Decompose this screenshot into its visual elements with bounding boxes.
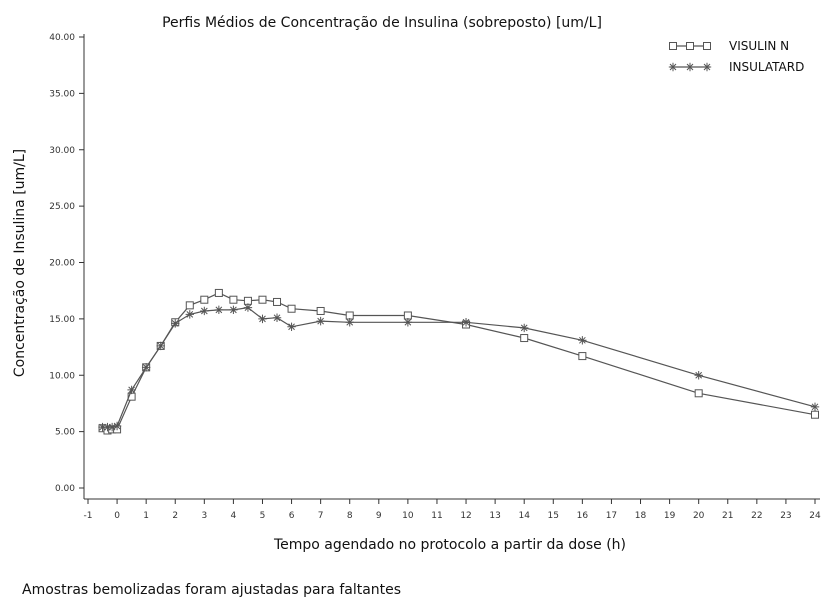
legend-label: INSULATARD bbox=[729, 60, 804, 74]
legend: VISULIN N INSULATARD bbox=[668, 39, 804, 74]
star-marker bbox=[272, 313, 282, 322]
star-marker bbox=[461, 318, 471, 327]
x-tick-label: 21 bbox=[722, 511, 733, 521]
x-tick-label: 3 bbox=[201, 511, 207, 521]
star-marker bbox=[156, 341, 165, 351]
x-tick-label: 20 bbox=[693, 511, 705, 521]
y-tick-label: 10.00 bbox=[49, 371, 75, 381]
star-marker bbox=[694, 371, 703, 380]
star-marker bbox=[141, 363, 151, 372]
y-tick-label: 20.00 bbox=[49, 259, 75, 269]
x-tick-label: 24 bbox=[809, 511, 821, 521]
square-marker bbox=[694, 389, 703, 398]
x-tick-label: 2 bbox=[172, 511, 178, 521]
star-marker bbox=[107, 422, 117, 432]
square-marker bbox=[520, 334, 529, 343]
star-marker bbox=[403, 318, 413, 327]
x-tick-label: 9 bbox=[376, 511, 382, 521]
star-marker bbox=[243, 303, 253, 312]
x-tick-label: 13 bbox=[489, 511, 500, 521]
x-tick-label: 0 bbox=[114, 511, 120, 521]
square-marker bbox=[669, 42, 677, 50]
x-tick-label: 8 bbox=[347, 511, 353, 521]
star-marker bbox=[98, 422, 107, 432]
square-marker bbox=[316, 306, 325, 315]
x-tick-label: 16 bbox=[577, 511, 589, 521]
footnote: Amostras bemolizadas foram ajustadas par… bbox=[22, 582, 402, 598]
x-tick-label: 12 bbox=[460, 511, 471, 521]
square-marker bbox=[214, 288, 223, 297]
square-marker bbox=[403, 311, 412, 320]
y-tick-label: 25.00 bbox=[49, 202, 75, 212]
star-marker bbox=[258, 314, 267, 324]
star-marker bbox=[345, 318, 354, 327]
square-marker bbox=[229, 295, 238, 304]
x-tick-label: 17 bbox=[606, 511, 617, 521]
series-line bbox=[102, 292, 816, 432]
x-tick-label: 10 bbox=[402, 511, 414, 521]
legend-entry: VISULIN N bbox=[669, 39, 789, 53]
x-tick-label: 15 bbox=[548, 511, 559, 521]
square-marker bbox=[345, 311, 354, 320]
x-tick-label: 1 bbox=[143, 511, 149, 521]
square-marker bbox=[703, 42, 711, 50]
y-tick-label: 5.00 bbox=[55, 428, 75, 438]
series-insulatard bbox=[98, 303, 820, 432]
axes: 0.005.0010.0015.0020.0025.0030.0035.0040… bbox=[49, 33, 821, 521]
series-line bbox=[102, 306, 816, 428]
star-marker bbox=[214, 305, 224, 315]
star-marker bbox=[520, 323, 529, 333]
star-marker bbox=[200, 306, 209, 316]
star-marker bbox=[578, 336, 587, 345]
star-marker bbox=[810, 402, 820, 412]
star-marker bbox=[685, 62, 695, 72]
star-marker bbox=[229, 305, 238, 315]
y-tick-label: 15.00 bbox=[49, 315, 75, 325]
x-axis-title: Tempo agendado no protocolo a partir da … bbox=[273, 537, 626, 553]
series-layer bbox=[98, 288, 820, 435]
y-tick-label: 40.00 bbox=[49, 33, 75, 43]
x-tick-label: 18 bbox=[635, 511, 647, 521]
y-axis-title: Concentração de Insulina [um/L] bbox=[12, 149, 28, 377]
x-tick-label: 4 bbox=[231, 511, 237, 521]
square-marker bbox=[273, 297, 282, 306]
square-marker bbox=[200, 295, 209, 304]
square-marker bbox=[578, 352, 587, 361]
star-marker bbox=[185, 310, 194, 319]
star-marker bbox=[171, 319, 180, 328]
star-marker bbox=[112, 421, 122, 431]
star-marker bbox=[668, 62, 678, 72]
x-tick-label: 6 bbox=[289, 511, 295, 521]
square-marker bbox=[258, 295, 267, 304]
star-marker bbox=[103, 422, 112, 432]
legend-entry: INSULATARD bbox=[668, 60, 804, 74]
y-tick-label: 30.00 bbox=[49, 146, 75, 156]
x-tick-label: 14 bbox=[518, 511, 530, 521]
square-marker bbox=[686, 42, 694, 50]
star-marker bbox=[316, 316, 325, 326]
square-marker bbox=[243, 296, 252, 305]
x-tick-label: 5 bbox=[260, 511, 266, 521]
x-tick-label: 11 bbox=[431, 511, 442, 521]
square-marker bbox=[287, 304, 296, 313]
x-tick-label: 19 bbox=[664, 511, 676, 521]
x-tick-label: 7 bbox=[318, 511, 324, 521]
star-marker bbox=[287, 322, 296, 331]
star-marker bbox=[702, 62, 712, 72]
star-marker bbox=[127, 385, 136, 395]
y-tick-label: 0.00 bbox=[55, 484, 75, 494]
x-tick-label: 22 bbox=[751, 511, 762, 521]
y-tick-label: 35.00 bbox=[49, 89, 75, 99]
square-marker bbox=[811, 410, 819, 419]
square-marker bbox=[185, 301, 194, 310]
chart-title: Perfis Médios de Concentração de Insulin… bbox=[162, 15, 602, 31]
x-tick-label: 23 bbox=[780, 511, 791, 521]
legend-label: VISULIN N bbox=[729, 39, 789, 53]
x-tick-label: -1 bbox=[84, 511, 93, 521]
